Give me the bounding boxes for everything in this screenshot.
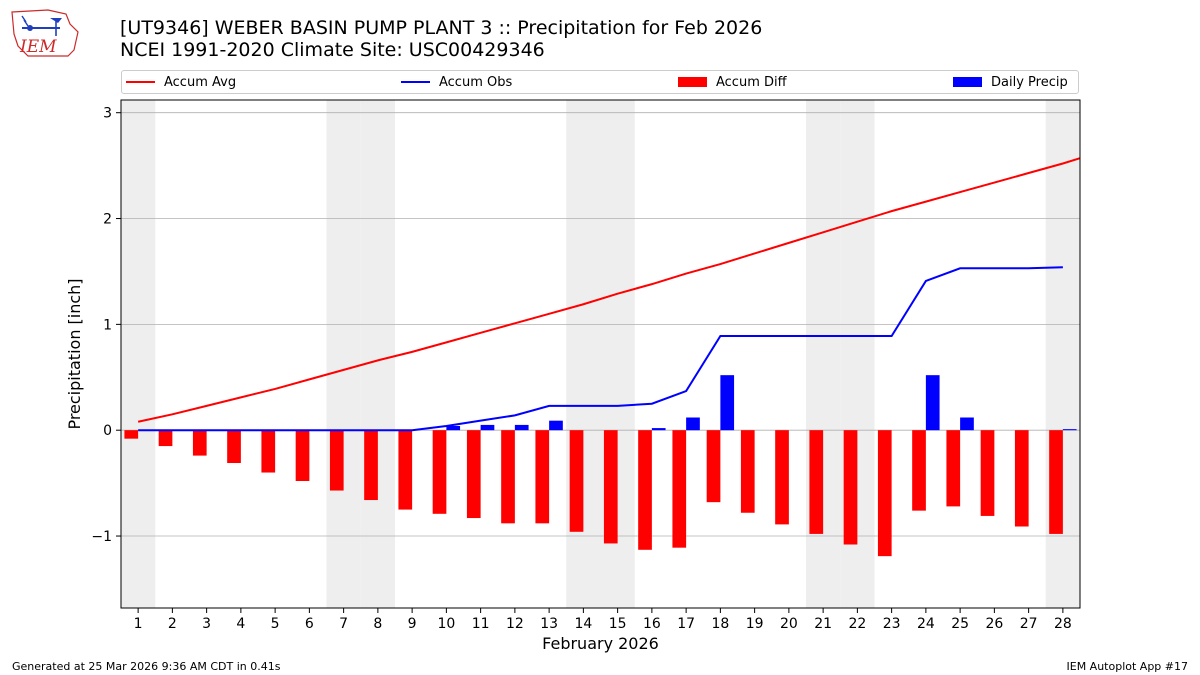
bar-daily-precip-day-11 bbox=[480, 424, 495, 431]
x-axis-label: February 2026 bbox=[542, 634, 659, 653]
footer-generated: Generated at 25 Mar 2026 9:36 AM CDT in … bbox=[12, 660, 281, 673]
bar-daily-precip-day-18 bbox=[720, 375, 735, 431]
bar-daily-precip-day-25 bbox=[960, 417, 974, 431]
chart-subtitle: NCEI 1991-2020 Climate Site: USC00429346 bbox=[120, 39, 545, 61]
bar-accum-diff-day-7 bbox=[329, 430, 344, 491]
line-accum-avg bbox=[137, 157, 1081, 423]
weekend-shade-day-8 bbox=[360, 100, 395, 608]
bar-daily-precip-day-24 bbox=[925, 375, 940, 431]
x-tick-label: 15 bbox=[609, 616, 627, 632]
x-tick-label: 10 bbox=[437, 616, 455, 632]
legend-swatch-accum-avg bbox=[126, 81, 155, 83]
bar-accum-diff-day-20 bbox=[775, 430, 789, 525]
x-tick-label: 22 bbox=[848, 616, 866, 632]
plot-frame bbox=[120, 99, 1081, 609]
legend-item-accum-obs: Accum Obs bbox=[401, 71, 512, 93]
legend-label-accum-diff: Accum Diff bbox=[716, 74, 787, 90]
x-tick-label: 25 bbox=[951, 616, 969, 632]
x-tick-label: 14 bbox=[574, 616, 592, 632]
x-tick-label: 24 bbox=[917, 616, 935, 632]
x-tick-label: 18 bbox=[711, 616, 729, 632]
bar-accum-diff-day-13 bbox=[535, 430, 550, 524]
bar-daily-precip-day-10 bbox=[446, 425, 461, 431]
bar-accum-diff-day-1 bbox=[124, 430, 139, 439]
x-tick-label: 3 bbox=[202, 616, 211, 632]
weekend-shade-day-1 bbox=[121, 100, 156, 608]
bar-accum-diff-day-8 bbox=[364, 430, 378, 501]
weekend-shade-day-7 bbox=[326, 100, 361, 608]
x-tick-label: 13 bbox=[540, 616, 558, 632]
bar-daily-precip-day-17 bbox=[686, 417, 700, 431]
x-tick-label: 20 bbox=[780, 616, 798, 632]
bar-daily-precip-day-16 bbox=[651, 428, 666, 431]
x-tick-label: 2 bbox=[168, 616, 177, 632]
legend-label-accum-obs: Accum Obs bbox=[439, 74, 513, 90]
x-tick-label: 6 bbox=[305, 616, 314, 632]
bar-accum-diff-day-6 bbox=[295, 430, 310, 481]
x-tick-label: 9 bbox=[408, 616, 417, 632]
line-accum-obs bbox=[138, 266, 1063, 432]
legend-label-accum-avg: Accum Avg bbox=[164, 74, 237, 90]
y-axis-label: Precipitation [inch] bbox=[65, 278, 84, 429]
bar-accum-diff-day-14 bbox=[569, 430, 584, 532]
bar-accum-diff-day-28 bbox=[1049, 430, 1063, 534]
x-tick-label: 26 bbox=[985, 616, 1003, 632]
legend-swatch-accum-obs bbox=[401, 81, 430, 83]
bar-accum-diff-day-2 bbox=[158, 430, 173, 447]
x-tick-label: 17 bbox=[677, 616, 695, 632]
y-tick-label: −1 bbox=[91, 529, 112, 545]
x-tick-label: 12 bbox=[506, 616, 524, 632]
bar-accum-diff-day-21 bbox=[809, 430, 824, 534]
bar-accum-diff-day-27 bbox=[1014, 430, 1029, 527]
bar-accum-diff-day-19 bbox=[740, 430, 755, 513]
x-tick-label: 8 bbox=[373, 616, 382, 632]
x-tick-label: 11 bbox=[472, 616, 490, 632]
iem-logo: IEM bbox=[11, 9, 79, 57]
bar-accum-diff-day-25 bbox=[946, 430, 961, 507]
bar-accum-diff-day-12 bbox=[501, 430, 515, 524]
bar-daily-precip-day-13 bbox=[549, 420, 563, 431]
legend-swatch-daily-precip bbox=[953, 77, 982, 87]
legend-item-daily-precip: Daily Precip bbox=[953, 71, 1068, 93]
x-tick-label: 19 bbox=[746, 616, 764, 632]
legend-label-daily-precip: Daily Precip bbox=[991, 74, 1068, 90]
x-tick-label: 21 bbox=[814, 616, 832, 632]
iem-logo-text: IEM bbox=[19, 37, 57, 57]
bar-accum-diff-day-24 bbox=[912, 430, 926, 511]
x-tick-label: 27 bbox=[1020, 616, 1038, 632]
x-tick-label: 28 bbox=[1054, 616, 1072, 632]
bar-accum-diff-day-16 bbox=[638, 430, 652, 550]
bar-accum-diff-day-11 bbox=[466, 430, 481, 519]
chart-title: [UT9346] WEBER BASIN PUMP PLANT 3 :: Pre… bbox=[120, 17, 763, 39]
bar-accum-diff-day-15 bbox=[603, 430, 618, 544]
x-tick-label: 16 bbox=[643, 616, 661, 632]
bar-accum-diff-day-10 bbox=[432, 430, 447, 514]
y-tick-label: 3 bbox=[103, 106, 112, 122]
bar-accum-diff-day-4 bbox=[227, 430, 241, 464]
x-tick-label: 1 bbox=[134, 616, 143, 632]
legend-swatch-accum-diff bbox=[678, 77, 707, 87]
y-tick-label: 0 bbox=[103, 423, 112, 439]
x-tick-label: 7 bbox=[339, 616, 348, 632]
bar-daily-precip-day-28 bbox=[1062, 429, 1077, 431]
legend-item-accum-diff: Accum Diff bbox=[678, 71, 787, 93]
legend-item-accum-avg: Accum Avg bbox=[126, 71, 236, 93]
x-tick-label: 5 bbox=[271, 616, 280, 632]
bar-accum-diff-day-22 bbox=[843, 430, 858, 545]
bar-accum-diff-day-9 bbox=[398, 430, 413, 510]
bar-accum-diff-day-26 bbox=[980, 430, 995, 516]
bar-accum-diff-day-23 bbox=[877, 430, 892, 557]
x-tick-label: 4 bbox=[236, 616, 245, 632]
bar-accum-diff-day-3 bbox=[192, 430, 207, 456]
x-tick-label: 23 bbox=[883, 616, 901, 632]
bar-accum-diff-day-17 bbox=[672, 430, 687, 548]
footer-app: IEM Autoplot App #17 bbox=[1066, 660, 1189, 673]
y-tick-label: 2 bbox=[103, 212, 112, 228]
bar-accum-diff-day-18 bbox=[706, 430, 721, 503]
bar-daily-precip-day-12 bbox=[514, 424, 529, 431]
chart-legend: Accum Avg Accum Obs Accum Diff Daily Pre… bbox=[121, 70, 1079, 94]
y-tick-label: 1 bbox=[103, 317, 112, 333]
bar-accum-diff-day-5 bbox=[261, 430, 276, 473]
